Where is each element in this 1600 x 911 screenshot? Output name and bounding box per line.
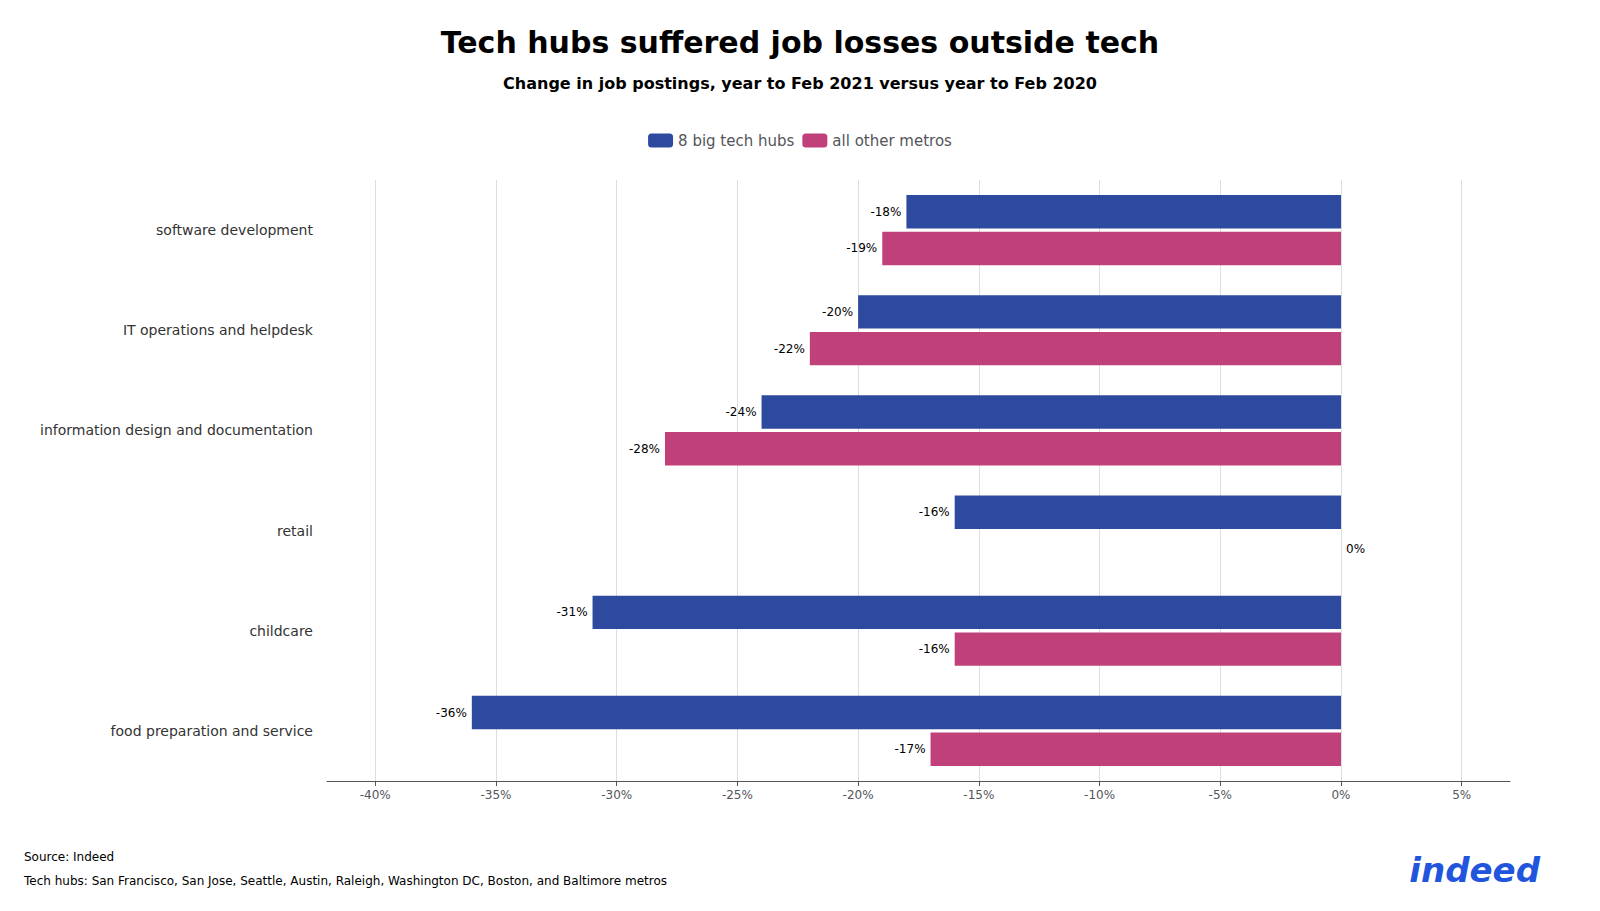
svg-text:information design and documen: information design and documentation bbox=[40, 422, 313, 438]
svg-text:-20%: -20% bbox=[822, 305, 853, 319]
svg-text:-20%: -20% bbox=[843, 788, 874, 802]
svg-text:-15%: -15% bbox=[963, 788, 994, 802]
svg-text:5%: 5% bbox=[1452, 788, 1471, 802]
svg-text:indeed: indeed bbox=[1409, 850, 1540, 890]
svg-text:retail: retail bbox=[277, 523, 313, 539]
svg-text:Tech hubs suffered job losses: Tech hubs suffered job losses outside te… bbox=[441, 25, 1159, 60]
svg-text:-30%: -30% bbox=[601, 788, 632, 802]
svg-text:-36%: -36% bbox=[436, 706, 467, 720]
svg-text:childcare: childcare bbox=[249, 623, 313, 639]
svg-text:-28%: -28% bbox=[629, 442, 660, 456]
svg-text:-17%: -17% bbox=[895, 742, 926, 756]
svg-text:-24%: -24% bbox=[726, 405, 757, 419]
svg-text:-31%: -31% bbox=[557, 605, 588, 619]
svg-text:-35%: -35% bbox=[480, 788, 511, 802]
svg-text:software development: software development bbox=[156, 222, 313, 238]
svg-text:Change in job postings, year t: Change in job postings, year to Feb 2021… bbox=[503, 74, 1097, 93]
svg-text:-18%: -18% bbox=[870, 205, 901, 219]
svg-text:-16%: -16% bbox=[919, 642, 950, 656]
svg-text:-25%: -25% bbox=[722, 788, 753, 802]
svg-text:Tech hubs: San Francisco, San: Tech hubs: San Francisco, San Jose, Seat… bbox=[23, 874, 667, 888]
svg-text:IT operations and helpdesk: IT operations and helpdesk bbox=[123, 322, 314, 338]
svg-text:food preparation and service: food preparation and service bbox=[111, 723, 313, 739]
svg-text:0%: 0% bbox=[1346, 542, 1365, 556]
svg-text:all other metros: all other metros bbox=[832, 132, 952, 150]
svg-text:-5%: -5% bbox=[1209, 788, 1232, 802]
svg-text:-10%: -10% bbox=[1084, 788, 1115, 802]
svg-text:0%: 0% bbox=[1331, 788, 1350, 802]
svg-text:-16%: -16% bbox=[919, 505, 950, 519]
svg-text:Source: Indeed: Source: Indeed bbox=[24, 850, 114, 864]
svg-text:-22%: -22% bbox=[774, 342, 805, 356]
svg-text:8 big tech hubs: 8 big tech hubs bbox=[678, 132, 794, 150]
svg-text:-19%: -19% bbox=[846, 241, 877, 255]
svg-text:-40%: -40% bbox=[360, 788, 391, 802]
